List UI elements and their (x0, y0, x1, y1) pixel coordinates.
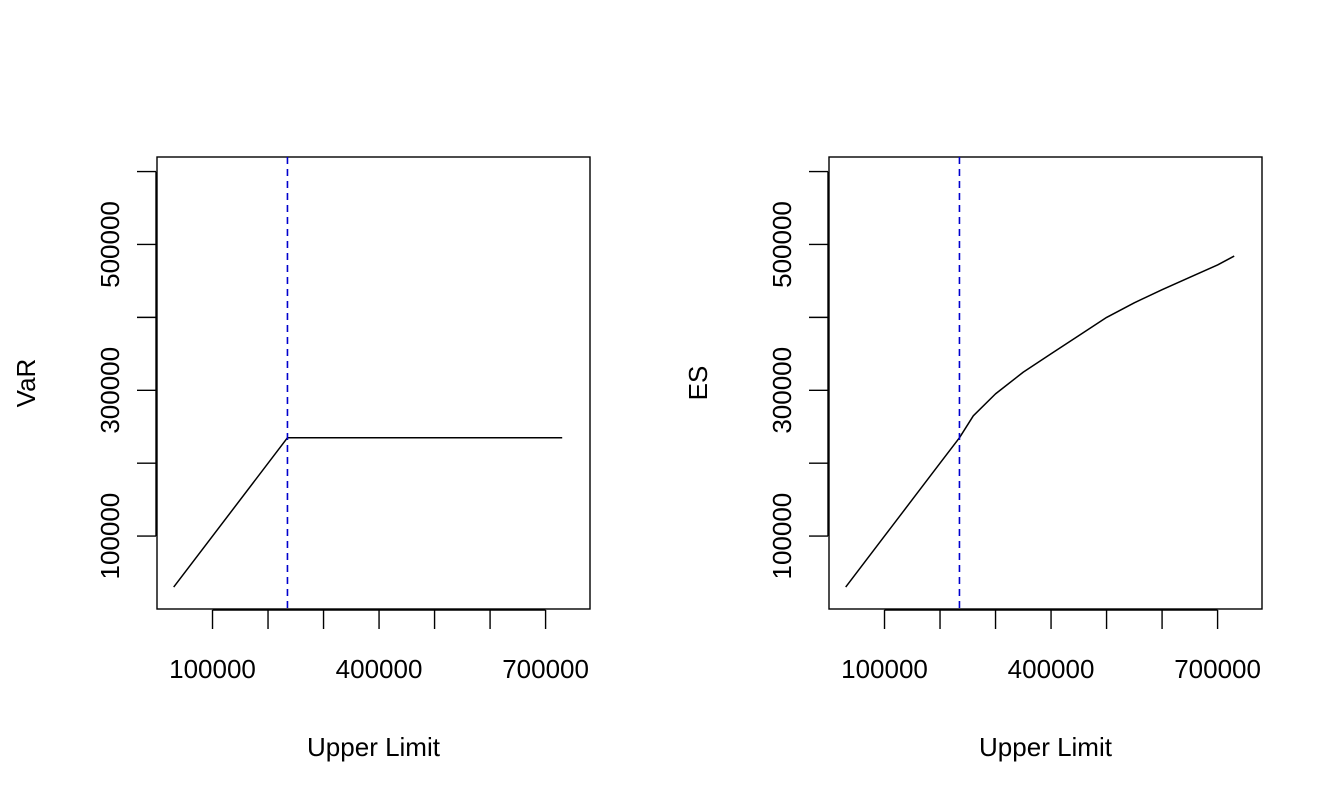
series-line (845, 255, 1235, 588)
chart-panel-1: 100000 400000 700000 100000 300000 500000 Uppe… (11, 156, 591, 762)
y-axis-label: ES (683, 366, 713, 401)
x-axis-label: Upper Limit (307, 732, 441, 762)
x-tick-label: 700000 (1174, 654, 1261, 684)
x-tick-label: 700000 (502, 654, 589, 684)
x-tick-label: 400000 (336, 654, 423, 684)
x-tick-label: 100000 (841, 654, 928, 684)
y-tick-label: 500000 (767, 201, 797, 288)
y-tick-label: 300000 (767, 347, 797, 434)
plot-frame (156, 156, 591, 610)
plot-frame (828, 156, 1263, 610)
series-line (173, 436, 563, 588)
x-tick-label: 400000 (1008, 654, 1095, 684)
y-tick-label: 500000 (95, 201, 125, 288)
y-tick-label: 100000 (767, 493, 797, 580)
y-axis-label: VaR (11, 359, 41, 408)
x-axis-label: Upper Limit (979, 732, 1113, 762)
y-tick-label: 300000 (95, 347, 125, 434)
y-tick-label: 100000 (95, 493, 125, 580)
x-tick-label: 100000 (169, 654, 256, 684)
chart-panel-2: 100000 400000 700000 100000 300000 500000 Uppe… (683, 156, 1263, 762)
